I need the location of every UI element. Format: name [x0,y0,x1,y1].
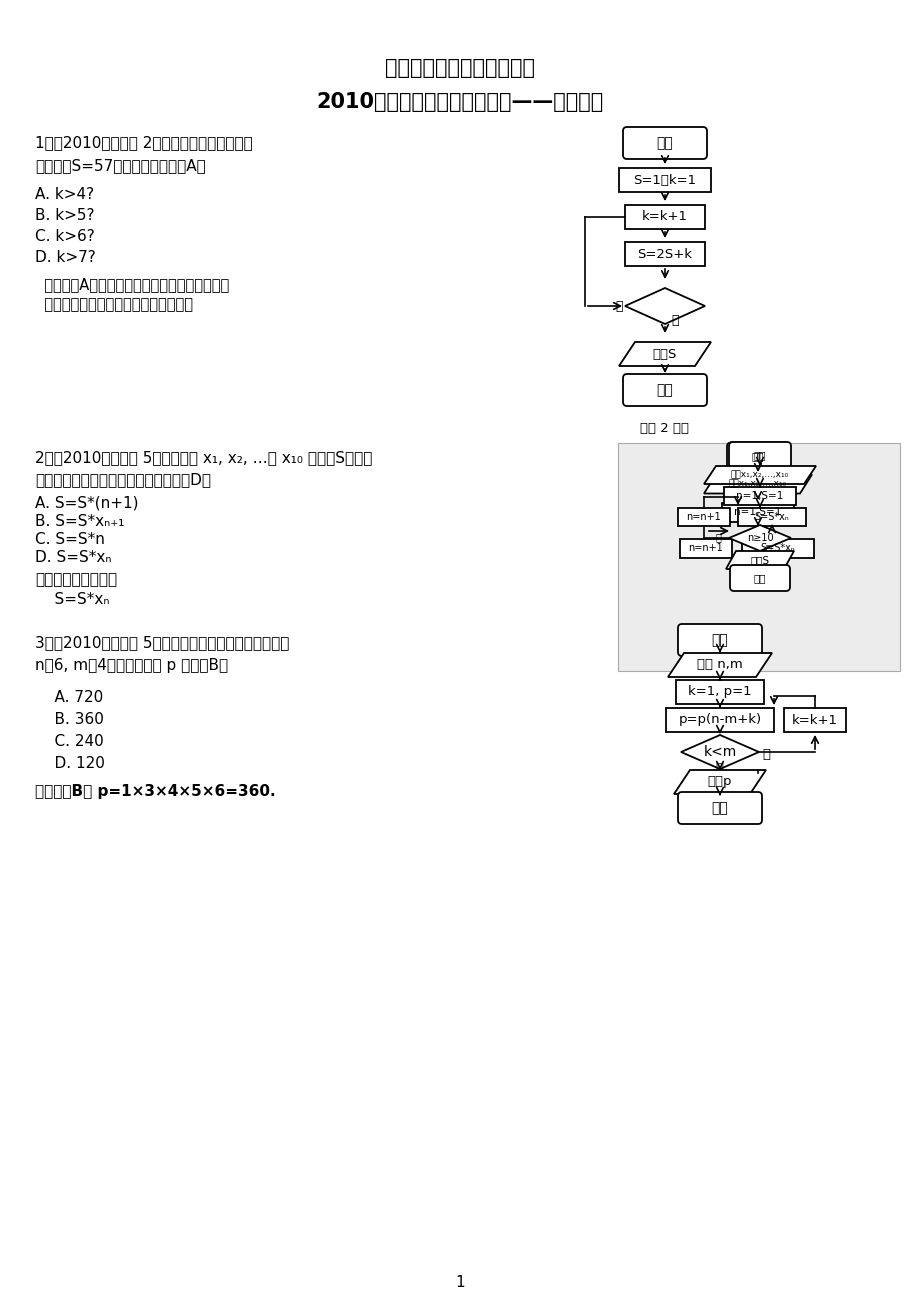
Text: 输出S: 输出S [750,555,768,565]
Text: S=S*xₙ: S=S*xₙ [35,592,109,607]
Text: 十五、算法初步（必修三）: 十五、算法初步（必修三） [384,59,535,78]
FancyBboxPatch shape [677,624,761,656]
Text: 输入 n,m: 输入 n,m [697,659,742,672]
FancyBboxPatch shape [677,792,761,824]
Text: 解析：本题考查算法: 解析：本题考查算法 [35,572,117,587]
Text: p=p(n-m+k): p=p(n-m+k) [677,713,761,727]
Text: 输入x₁,x₂,...,x₁₀: 输入x₁,x₂,...,x₁₀ [728,479,787,488]
Text: 否: 否 [614,299,622,312]
Polygon shape [703,474,811,493]
Text: 开始: 开始 [753,450,766,460]
Text: 框图，图中空白框中应填入的内容为（D）: 框图，图中空白框中应填入的内容为（D） [35,473,210,487]
Text: 否: 否 [715,533,721,542]
Text: k=k+1: k=k+1 [641,211,687,224]
Text: 输出p: 输出p [707,776,732,789]
Text: B. k>5?: B. k>5? [35,208,95,223]
Text: C. S=S*n: C. S=S*n [35,533,105,547]
Text: 解析：选A，本题主要考察了程序框图的结构，: 解析：选A，本题主要考察了程序框图的结构， [35,277,229,292]
Text: 是: 是 [670,314,678,327]
Text: k<m: k<m [703,745,736,759]
Polygon shape [674,769,766,794]
Text: 1: 1 [455,1275,464,1290]
Text: S=S*xₙ: S=S*xₙ [760,543,795,553]
Text: S=1，k=1: S=1，k=1 [633,173,696,186]
Polygon shape [728,525,790,551]
Text: S=2S+k: S=2S+k [637,247,692,260]
Bar [665,708,773,732]
Text: B. 360: B. 360 [35,712,104,727]
Bar [618,168,710,191]
Bar [723,487,795,505]
Text: n=1,S=1: n=1,S=1 [733,506,781,517]
Polygon shape [624,288,704,324]
Text: k=1, p=1: k=1, p=1 [687,685,751,698]
Text: A. 720: A. 720 [35,690,103,704]
FancyBboxPatch shape [729,565,789,591]
Text: B. S=S*xₙ₊₁: B. S=S*xₙ₊₁ [35,514,124,529]
Polygon shape [703,466,815,484]
Text: A. S=S*(n+1): A. S=S*(n+1) [35,496,139,510]
Bar [737,508,805,526]
Text: 解析：选B． p=1×3×4×5×6=360.: 解析：选B． p=1×3×4×5×6=360. [35,784,276,799]
Bar [618,443,899,671]
Text: 若输向的S=57，则判断框内填（A）: 若输向的S=57，则判断框内填（A） [35,158,206,173]
Bar [742,539,813,557]
Text: 以及与数列有关的简单运算，属容易题: 以及与数列有关的简单运算，属容易题 [35,297,193,312]
FancyBboxPatch shape [726,443,789,470]
Text: A. k>4?: A. k>4? [35,187,94,202]
Text: 否: 否 [714,762,722,775]
Text: n＝6, m＝4，那么输出的 p 等于（B）: n＝6, m＝4，那么输出的 p 等于（B） [35,658,228,673]
FancyBboxPatch shape [622,374,706,406]
Polygon shape [618,342,710,366]
Text: 3．（2010辽宁文数 5）如果执行右面的程序框图，输入: 3．（2010辽宁文数 5）如果执行右面的程序框图，输入 [35,635,289,650]
Text: 输出S: 输出S [652,348,676,361]
Text: 输入x₁,x₂,...,x₁₀: 输入x₁,x₂,...,x₁₀ [730,470,789,479]
Polygon shape [680,736,758,769]
Text: C. k>6?: C. k>6? [35,229,95,243]
Text: S=S*xₙ: S=S*xₙ [754,512,789,522]
Text: 开始: 开始 [751,450,764,461]
Bar [783,708,845,732]
Text: 2．（2010陕西文数 5）右图是求 x₁, x₂, …， x₁₀ 的乘积S的程序: 2．（2010陕西文数 5）右图是求 x₁, x₂, …， x₁₀ 的乘积S的程… [35,450,372,465]
FancyBboxPatch shape [622,128,706,159]
Text: n≥10: n≥10 [746,533,773,543]
Bar [679,539,732,557]
Text: 是: 是 [761,749,769,760]
Text: 开始: 开始 [711,633,728,647]
Bar [677,508,729,526]
Text: C. 240: C. 240 [35,734,104,749]
Text: 1．（2010浙江理数 2）某程序框图如图所示，: 1．（2010浙江理数 2）某程序框图如图所示， [35,135,253,150]
Bar [721,503,793,522]
Text: 开始: 开始 [656,135,673,150]
Bar [624,204,704,229]
Text: n=n+1: n=n+1 [686,512,720,522]
Text: k=k+1: k=k+1 [791,713,837,727]
Bar [675,680,763,704]
Text: D. k>7?: D. k>7? [35,250,96,266]
Text: 2010年高考数学试题分类汇编——算法初步: 2010年高考数学试题分类汇编——算法初步 [316,92,603,112]
Text: （第 2 题）: （第 2 题） [640,422,688,435]
Text: 是: 是 [766,543,771,553]
Bar [624,242,704,266]
Text: 结束: 结束 [711,801,728,815]
Text: n=1,S=1: n=1,S=1 [735,491,783,501]
Polygon shape [725,551,793,569]
Text: n=n+1: n=n+1 [688,543,722,553]
FancyBboxPatch shape [728,441,790,467]
Polygon shape [667,654,771,677]
Text: D. S=S*xₙ: D. S=S*xₙ [35,549,111,565]
Text: 结束: 结束 [753,573,766,583]
Text: D. 120: D. 120 [35,756,105,771]
Text: 结束: 结束 [656,383,673,397]
